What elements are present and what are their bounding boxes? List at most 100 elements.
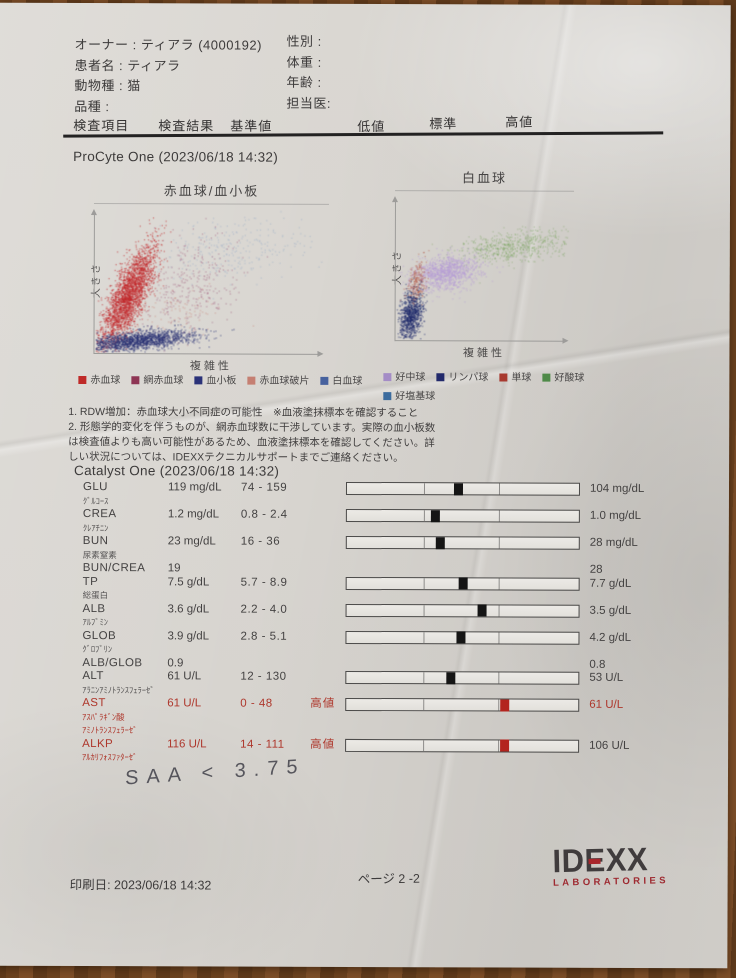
previous-result-value: 4.2 g/dL [589,631,632,644]
legend-label: 赤血球破片 [259,375,310,387]
range-bar [345,603,580,618]
range-bar-divider [498,604,500,616]
patient-info-line: 患者名 : ティアラ [74,57,181,73]
legend-label: 血小板 [206,375,237,387]
legend-item: 好塩基球 [383,387,435,406]
range-bar-divider [423,537,425,549]
range-bar-divider [423,577,425,589]
previous-result-value: 1.0 mg/dL [589,509,642,522]
patient-info-line: 担当医: [286,95,331,111]
legend-item: 赤血球破片 [247,372,309,391]
legend-label: 赤血球 [90,375,121,387]
rbc-plot-area: 大きさ [91,206,329,355]
legend-swatch [499,373,508,382]
rbc-chart-legend: 赤血球 網赤血球 血小板 赤血球破片 白血球 [78,371,393,391]
legend-label: 好中球 [395,372,426,384]
catalyst-row: ALKP ｱﾙｶﾘﾌｫｽﾌｧﾀｰｾﾞ 116 U/L 14 - 111 高値 106 U/… [69,737,714,766]
test-name-japanese: 総蛋白 [82,590,109,601]
patient-info-line: 動物種 : 猫 [74,77,141,94]
patient-info-line: 年齢 : [286,74,322,90]
column-header-result: 検査結果 [158,118,215,134]
reference-range: 16 - 36 [240,535,281,548]
range-bar-marker [435,536,445,549]
test-name-japanese: ｱﾐﾉﾄﾗﾝｽﾌｪﾗｰｾﾞ [82,725,138,736]
legend-swatch [194,376,203,385]
wbc-chart-legend: 好中球 リンパ球 単球 好酸球好塩基球 [383,368,628,407]
range-bar-divider [422,631,425,643]
reference-range: 14 - 111 [240,738,285,751]
rbc-platelet-scatter-chart: 赤血球/血小板 大きさ 複雑性 [91,180,330,374]
range-bar-marker [477,604,487,617]
previous-result-value: 106 U/L [589,739,630,752]
legend-item: 好酸球 [542,369,584,388]
range-bar-marker [458,577,468,590]
test-name-japanese: 尿素窒素 [82,549,117,560]
procyte-section-title: ProCyte One (2023/06/18 14:32) [73,148,279,165]
idexx-logo-text: IDEXX [552,841,713,880]
reference-range: 5.7 - 8.9 [240,576,288,589]
range-bar-divider [423,510,425,522]
range-bar-marker [446,671,456,684]
idexx-logo: IDEXX LABORATORIES [552,841,713,889]
reference-range: 74 - 159 [240,481,288,494]
catalyst-row: GLU ｸﾞﾙｺｰｽ 119 mg/dL 74 - 159 104 mg/dL [70,481,715,510]
procyte-notes: 1. RDW増加：赤血球大小不同症の可能性 ※血液塗抹標本を確認すること 2. 形… [68,405,598,467]
range-bar [345,481,581,496]
header-divider-line [63,131,664,138]
print-date: 印刷日: 2023/06/18 14:32 [69,877,212,893]
legend-item: 網赤血球 [131,371,183,390]
patient-info-line: 体重 : [286,54,322,70]
reference-range: 2.8 - 5.1 [240,630,288,643]
range-bar [345,697,580,712]
patient-info-line: 性別 : [286,33,322,49]
catalyst-row: CREA ｸﾚｱﾁﾆﾝ 1.2 mg/dL 0.8 - 2.4 1.0 mg/dL [70,508,715,537]
legend-label: 単球 [511,372,532,384]
legend-swatch [383,373,392,382]
column-header-normal: 標準 [429,116,458,132]
legend-item: 白血球 [320,372,362,391]
reference-range: 12 - 130 [240,670,287,683]
idexx-logo-red-bar [588,858,601,865]
test-result-value: 3.9 g/dL [167,629,210,642]
test-name-japanese: ｱｽﾊﾟﾗｷﾞﾝ酸 [82,711,125,722]
test-result-value: 1.2 mg/dL [167,508,220,521]
legend-label: 好塩基球 [395,391,436,403]
high-value-flag: 高値 [310,697,336,710]
legend-item: リンパ球 [436,368,488,387]
previous-result-value: 28 mg/dL [589,536,638,549]
range-bar [345,535,580,550]
range-bar-divider [498,672,500,684]
legend-item: 赤血球 [78,371,120,390]
range-bar-divider [422,672,424,684]
catalyst-row: BUN 尿素窒素 23 mg/dL 16 - 36 28 mg/dL [70,535,715,564]
test-name-japanese: ｱﾗﾆﾝｱﾐﾉﾄﾗﾝｽﾌｪﾗｰｾﾞ [82,684,155,695]
range-bar-divider [423,604,425,616]
legend-swatch [383,392,392,401]
range-bar [345,576,580,591]
reference-range: 0.8 - 2.4 [240,508,288,521]
patient-info-right-column: 性別 : 体重 : 年齢 : 担当医: [286,32,331,114]
previous-result-value: 7.7 g/dL [589,577,632,590]
legend-label: 好酸球 [554,372,585,384]
range-bar [345,508,580,523]
patient-info-line: オーナー : ティアラ (4000192) [74,36,263,53]
catalyst-results-table: GLU ｸﾞﾙｺｰｽ 119 mg/dL 74 - 159 104 mg/dL CREA ｸ… [69,481,715,767]
column-header-test-item: 検査項目 [73,117,130,134]
column-header-reference-range: 基準値 [230,118,273,134]
page-number: ページ 2 -2 [357,871,421,887]
previous-result-value: 0.8 [589,658,606,671]
previous-result-value: 3.5 g/dL [589,604,632,617]
test-result-value: 119 mg/dL [167,481,222,494]
test-result-value: 61 U/L [167,670,202,683]
legend-item: 血小板 [194,371,236,390]
range-bar-divider [422,739,424,751]
test-result-value: 61 U/L [167,697,202,710]
catalyst-section-title: Catalyst One (2023/06/18 14:32) [74,462,280,479]
patient-info-left-column: オーナー : ティアラ (4000192) 患者名 : ティアラ 動物種 : 猫品種… [74,35,262,118]
legend-label: 網赤血球 [143,375,184,387]
legend-swatch [131,376,140,385]
legend-swatch [436,373,445,382]
test-result-value: 116 U/L [167,737,207,750]
catalyst-row: AST ｱｽﾊﾟﾗｷﾞﾝ酸 ｱﾐﾉﾄﾗﾝｽﾌｪﾗｰｾﾞ 61 U/L 0 - 48 高値 6… [69,697,714,740]
